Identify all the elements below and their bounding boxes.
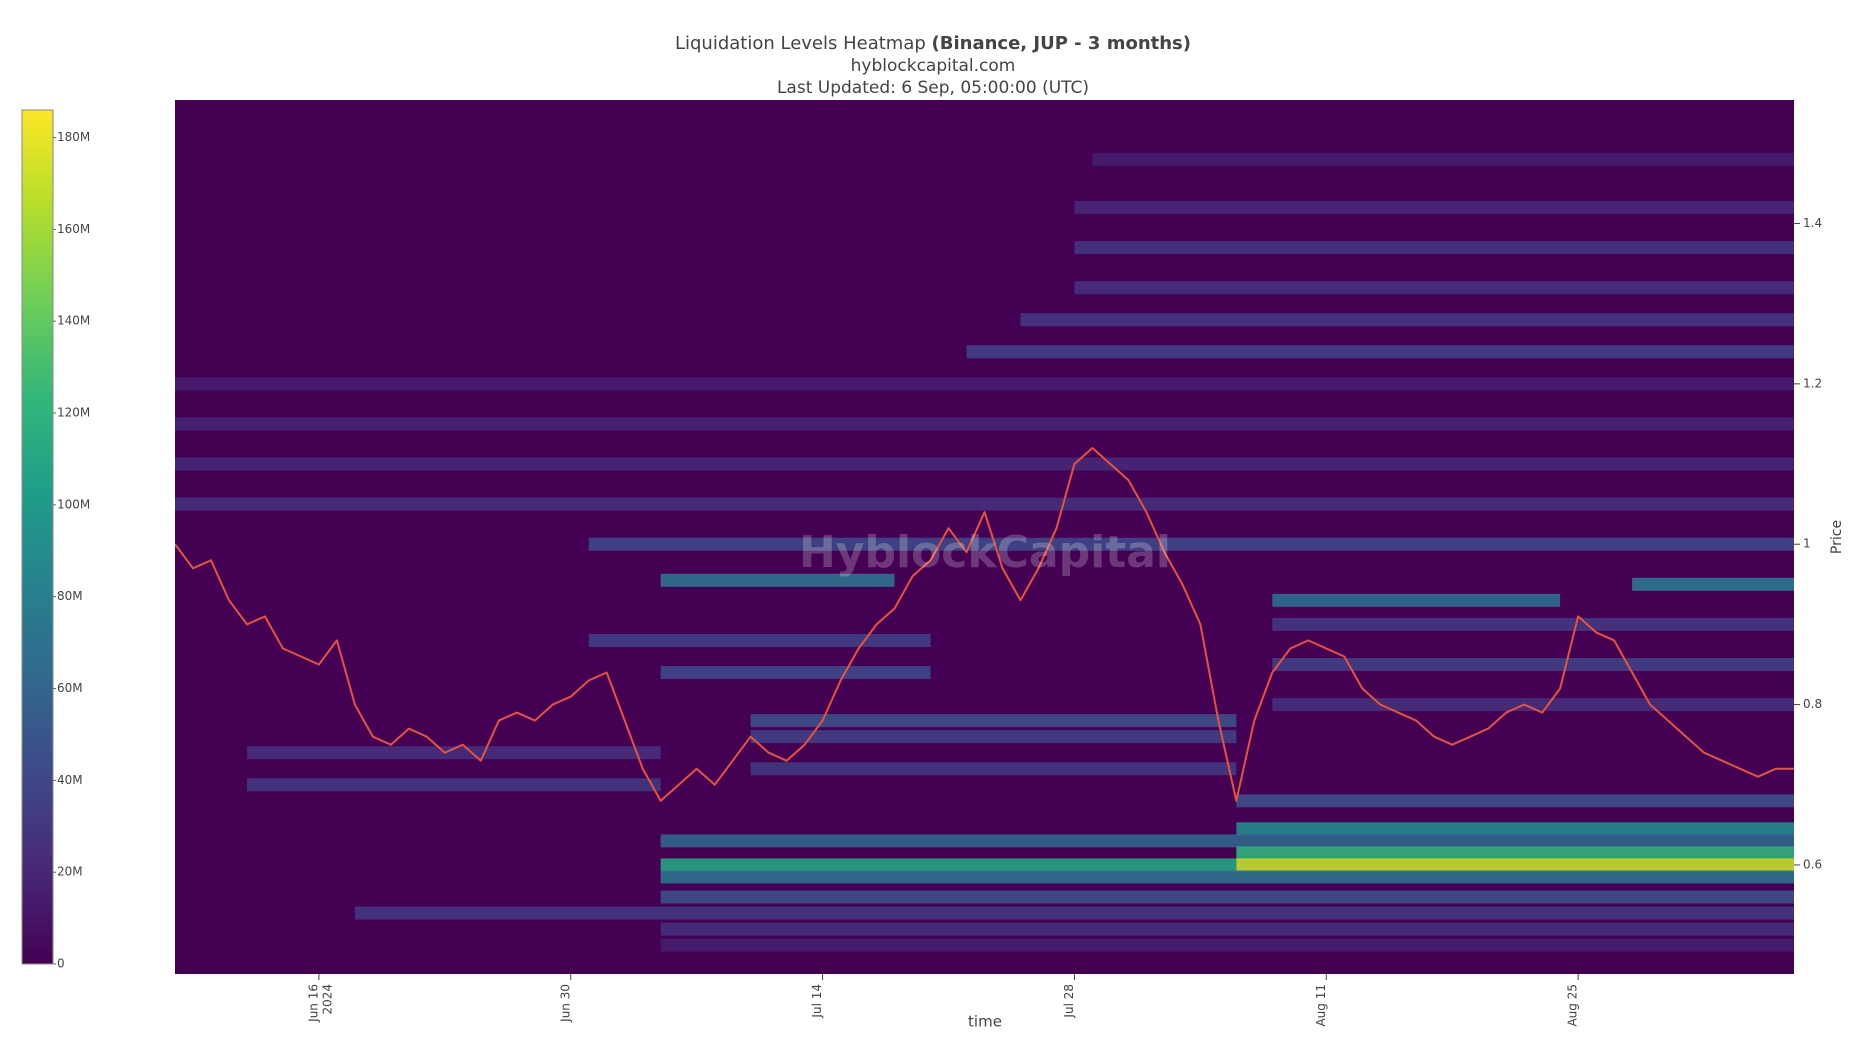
watermark: HyblockCapital (799, 527, 1171, 578)
heatmap-band (660, 870, 1794, 884)
colorbar-tick-label: 140M (57, 314, 90, 328)
x-tick-year: 2024 (320, 984, 334, 1015)
chart-title: Liquidation Levels Heatmap (Binance, JUP… (675, 33, 1191, 54)
colorbar (21, 109, 54, 965)
heatmap-band (1272, 698, 1794, 712)
heatmap-band (750, 714, 1237, 728)
heatmap-band (1092, 152, 1794, 166)
colorbar-tick-label: 120M (57, 406, 90, 420)
heatmap-band (246, 778, 661, 792)
heatmap-band (1074, 241, 1794, 255)
x-tick-label: Jun 30 (558, 984, 572, 1023)
y-tick-label: 0.8 (1803, 697, 1822, 711)
colorbar-tick-label: 40M (57, 773, 83, 787)
heatmap-band (660, 573, 895, 587)
price-line (175, 447, 1794, 802)
heatmap-band (588, 537, 1794, 551)
heatmap-band (660, 858, 1237, 872)
title-bold: (Binance, JUP - 3 months) (932, 33, 1191, 54)
heatmap-band (175, 457, 1794, 471)
colorbar-tick-label: 20M (57, 865, 83, 879)
heatmap-band (1236, 846, 1794, 860)
colorbar-tick-label: 0 (57, 957, 65, 971)
colorbar-tick-label: 180M (57, 130, 90, 144)
heatmap-band (175, 497, 1794, 511)
heatmap-band (1272, 617, 1794, 631)
heatmap-band (1272, 657, 1794, 671)
heatmap-band (1074, 281, 1794, 295)
y-axis-title: Price (1829, 520, 1845, 554)
heatmap-band (175, 377, 1794, 391)
colorbar-tick-label: 60M (57, 681, 83, 695)
heatmap-band (660, 834, 1794, 848)
x-tick-label: Jul 28 (1062, 984, 1076, 1019)
title-text: Liquidation Levels Heatmap (675, 33, 926, 54)
heatmap-band (1272, 593, 1561, 607)
colorbar-tick-label: 160M (57, 222, 90, 236)
heatmap-band (1632, 577, 1794, 591)
heatmap-band (660, 938, 1794, 952)
heatmap-band (588, 633, 931, 647)
heatmap-band (354, 906, 1794, 920)
x-tick-label: Jun 16 (306, 984, 320, 1023)
heatmap-band (175, 417, 1794, 431)
x-tick-label: Aug 11 (1314, 984, 1328, 1027)
x-tick-label: Aug 25 (1566, 984, 1580, 1027)
y-tick-label: 0.6 (1803, 857, 1822, 871)
y-tick-label: 1.2 (1803, 376, 1822, 390)
heatmap-band (1074, 200, 1794, 214)
heatmap-band (1236, 822, 1794, 836)
y-tick-label: 1.4 (1803, 216, 1822, 230)
heatmap-band (966, 345, 1794, 359)
last-updated: Last Updated: 6 Sep, 05:00:00 (UTC) (777, 78, 1089, 98)
heatmap-band (660, 890, 1794, 904)
subtitle: hyblockcapital.com (851, 56, 1016, 76)
heatmap-band (750, 762, 1237, 776)
y-tick-label: 1 (1803, 537, 1811, 551)
colorbar-tick-label: 100M (57, 497, 90, 511)
heatmap-band (1236, 858, 1794, 872)
heatmap-band (1020, 313, 1794, 327)
x-tick-label: Jul 14 (810, 984, 824, 1019)
heatmap-band (660, 666, 931, 680)
heatmap-band (1236, 794, 1794, 808)
heatmap-band (246, 746, 661, 760)
heatmap-band (750, 730, 1237, 744)
heatmap-band (660, 922, 1794, 936)
x-axis-title: time (968, 1013, 1002, 1031)
colorbar-tick-label: 80M (57, 589, 83, 603)
heatmap (175, 152, 1794, 952)
